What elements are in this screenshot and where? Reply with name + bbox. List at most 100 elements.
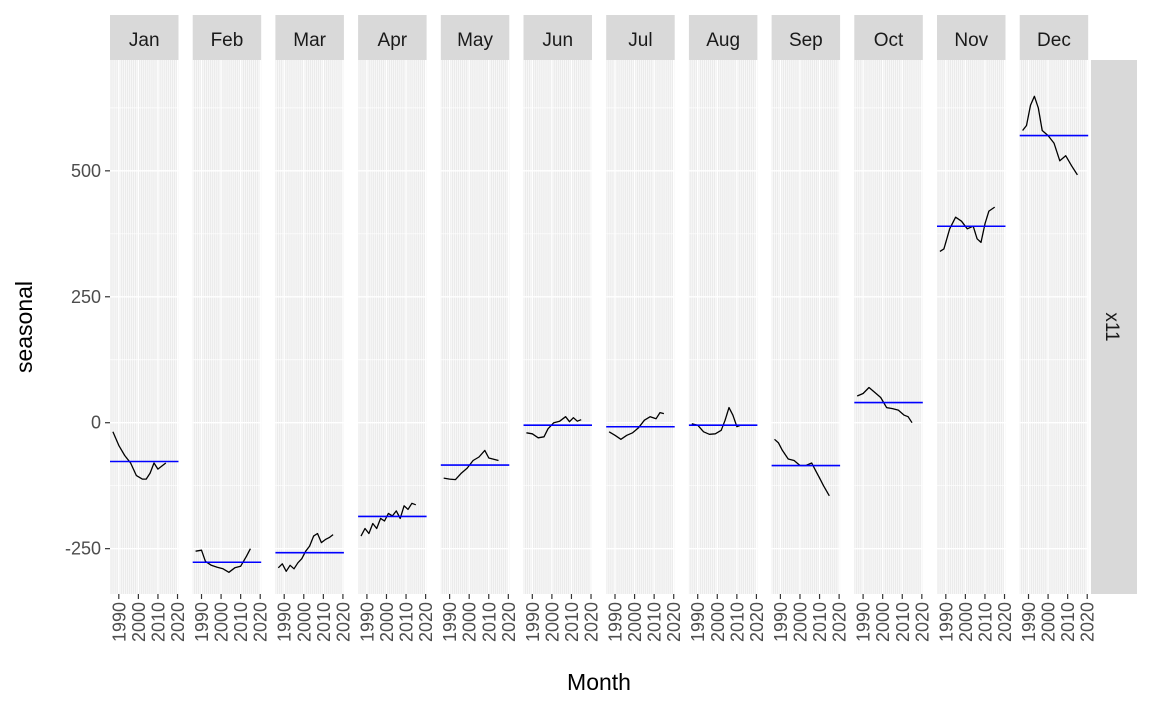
x-tick-label: 2000	[460, 602, 480, 642]
facet-panel-jul: Jul 1990 2000 2010 2020	[606, 15, 684, 642]
x-tick-label: 2010	[397, 602, 417, 642]
facet-panel-may: May 1990 2000 2010 2020	[440, 15, 519, 642]
facet-strip-label: Jan	[129, 30, 160, 51]
x-tick-label: 2020	[416, 602, 436, 642]
facet-panel-jun: Jun 1990 2000 2010 2020	[523, 15, 602, 642]
facet-panel-mar: Mar 1990 2000 2010 2020	[275, 15, 353, 642]
series-line-jan	[112, 431, 167, 480]
x-tick-label: 2020	[333, 602, 353, 642]
x-tick-label: 1990	[440, 602, 460, 642]
x-tick-label: 2020	[664, 602, 684, 642]
series-line-mar	[277, 532, 334, 572]
x-tick-label: 2000	[956, 602, 976, 642]
facet-row-label: x11	[1101, 312, 1122, 341]
facet-strip	[937, 15, 1006, 60]
x-tick-label: 2020	[582, 602, 602, 642]
x-tick-label: 2000	[791, 602, 811, 642]
facet-panel-sep: Sep 1990 2000 2010 2020	[771, 15, 850, 642]
facet-strip-label: Aug	[706, 30, 740, 51]
facet-strip	[688, 15, 758, 60]
x-tick-label: 1990	[936, 602, 956, 642]
x-tick-label: 2010	[148, 602, 168, 642]
series-line-jul	[608, 411, 665, 440]
facet-strip-label: Jun	[542, 30, 573, 51]
series-line-may	[443, 449, 499, 481]
x-axis-title: Month	[567, 669, 631, 695]
facet-strip	[275, 15, 344, 60]
series-line-apr	[360, 502, 417, 537]
y-tick-label: 500	[71, 161, 101, 181]
series-line-dec	[1022, 95, 1078, 176]
y-axis: -250 0 250 500	[65, 161, 110, 559]
facet-strip	[358, 15, 427, 60]
facet-strip-label: Nov	[954, 30, 988, 51]
x-tick-label: 2020	[499, 602, 519, 642]
x-tick-label: 2000	[212, 602, 232, 642]
facet-strip-label: Oct	[874, 30, 904, 51]
x-tick-label: 1990	[854, 602, 874, 642]
facet-strip-label: May	[457, 30, 493, 51]
facet-strip	[854, 15, 923, 60]
facet-row-strip-background	[1091, 60, 1137, 594]
series-line-jun	[526, 416, 582, 439]
x-tick-label: 2010	[231, 602, 251, 642]
x-tick-label: 1990	[192, 602, 212, 642]
facet-strip-label: Feb	[211, 30, 244, 51]
x-tick-label: 2020	[1078, 602, 1098, 642]
facet-strip	[440, 15, 510, 60]
facet-strip	[192, 15, 262, 60]
series-line-nov	[939, 206, 996, 252]
x-tick-label: 1990	[688, 602, 708, 642]
x-tick-label: 2000	[377, 602, 397, 642]
facet-strip-label: Jul	[628, 30, 652, 51]
facet-panel-feb: Feb 1990 2000 2010 2020	[192, 15, 271, 642]
series-line-oct	[856, 386, 913, 424]
facet-row-strip: x11	[1091, 60, 1137, 594]
facet-panel-oct: Oct 1990 2000 2010 2020	[854, 15, 932, 642]
x-tick-label: 1990	[109, 602, 129, 642]
facet-strip	[606, 15, 675, 60]
x-tick-label: 1990	[275, 602, 295, 642]
x-tick-label: 2020	[251, 602, 271, 642]
x-tick-label: 2010	[562, 602, 582, 642]
facet-strip-label: Dec	[1037, 30, 1071, 51]
facet-strip	[523, 15, 592, 60]
facet-panel-aug: Aug 1990 2000 2010 2020	[688, 15, 767, 642]
x-tick-label: 2020	[168, 602, 188, 642]
x-tick-label: 2010	[1058, 602, 1078, 642]
x-tick-label: 1990	[523, 602, 543, 642]
x-tick-label: 2020	[747, 602, 767, 642]
x-tick-label: 1990	[1019, 602, 1039, 642]
x-tick-label: 2000	[625, 602, 645, 642]
x-tick-label: 2000	[542, 602, 562, 642]
x-tick-label: 2000	[873, 602, 893, 642]
facet-panel-apr: Apr 1990 2000 2010 2020	[357, 15, 436, 642]
facet-strip	[771, 15, 841, 60]
x-tick-label: 1990	[771, 602, 791, 642]
y-tick-label: 250	[71, 287, 101, 307]
x-tick-label: 2010	[893, 602, 913, 642]
facet-strip	[110, 15, 179, 60]
x-tick-label: 2010	[727, 602, 747, 642]
x-tick-label: 1990	[357, 602, 377, 642]
facet-panel-nov: Nov 1990 2000 2010 2020	[936, 15, 1015, 642]
facet-strip-label: Apr	[378, 30, 408, 51]
x-tick-label: 2020	[830, 602, 850, 642]
facet-strip-label: Mar	[293, 30, 326, 51]
x-tick-label: 2010	[314, 602, 334, 642]
x-tick-label: 1990	[606, 602, 626, 642]
x-tick-label: 2010	[645, 602, 665, 642]
x-tick-label: 2000	[294, 602, 314, 642]
y-axis-title: seasonal	[11, 281, 37, 373]
y-tick-label: -250	[65, 539, 101, 559]
y-tick-label: 0	[91, 413, 101, 433]
facet-panel-jan: Jan 1990 2000 2010 2020	[109, 15, 188, 642]
x-tick-label: 2000	[1039, 602, 1059, 642]
x-tick-label: 2020	[995, 602, 1015, 642]
x-tick-label: 2020	[912, 602, 932, 642]
x-tick-label: 2010	[479, 602, 499, 642]
facet-strip	[1019, 15, 1089, 60]
x-tick-label: 2010	[810, 602, 830, 642]
